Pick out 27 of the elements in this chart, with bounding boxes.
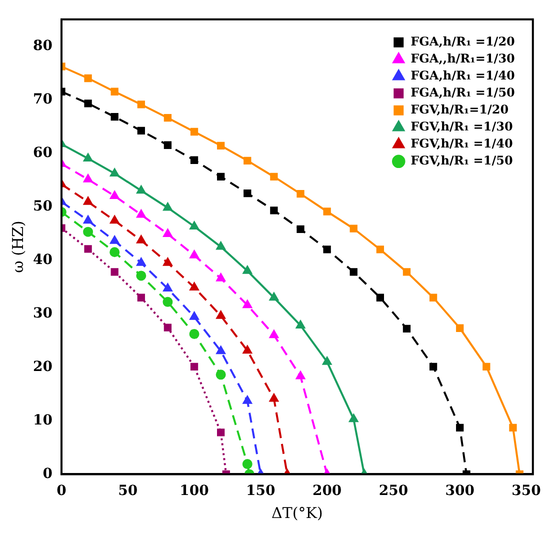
x-tick-label: 150	[246, 483, 276, 500]
y-tick-label: 70	[33, 91, 53, 108]
y-tick-label: 0	[42, 466, 53, 482]
legend-label: FGV,h/R₁ =1/40	[410, 136, 513, 151]
y-tick-label: 20	[33, 358, 53, 375]
legend-label: FGA,h/R₁ =1/50	[410, 86, 515, 100]
x-tick-label: 250	[378, 483, 408, 500]
legend-label: FGA,h/R₁ =1/40	[410, 68, 515, 83]
x-tick-label: 100	[180, 483, 210, 500]
y-tick-label: 60	[33, 144, 53, 161]
y-tick-label: 50	[33, 198, 53, 214]
y-tick-label: 10	[33, 412, 53, 428]
x-tick-label: 0	[56, 483, 67, 500]
legend-label: FGV,h/R₁ =1/50	[410, 154, 513, 168]
y-axis-title: ω (HZ)	[8, 220, 27, 273]
y-tick-label: 40	[33, 252, 53, 268]
x-tick-label: 200	[312, 483, 342, 500]
x-tick-label: 50	[118, 483, 138, 500]
legend-label: FGA,h/R₁ =1/20	[410, 34, 515, 49]
y-tick-label: 80	[33, 38, 53, 54]
legend-label: FGV,h/R₁ =1/30	[410, 120, 513, 134]
legend-label: FGV,h/R₁=1/20	[410, 102, 509, 117]
x-tick-label: 350	[512, 483, 542, 500]
y-tick-label: 30	[33, 305, 53, 322]
x-axis-title: ΔT(°K)	[272, 504, 323, 522]
x-tick-label: 300	[445, 483, 475, 500]
legend-label: FGA,,h/R₁=1/30	[410, 52, 515, 66]
